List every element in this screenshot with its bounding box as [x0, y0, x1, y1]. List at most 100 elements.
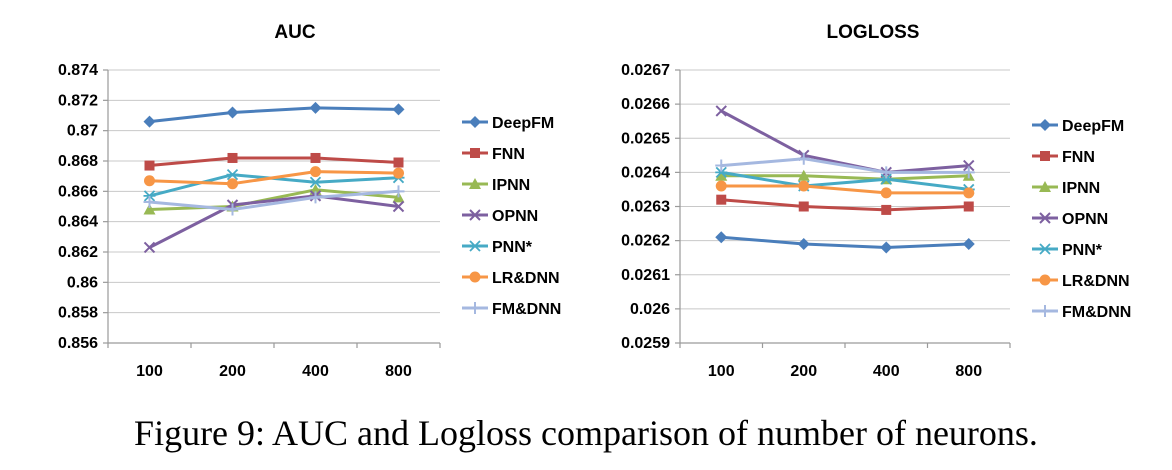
- x-tick-label: 400: [873, 363, 900, 380]
- legend-label: OPNN: [1062, 211, 1108, 228]
- data-point-fnn: [881, 204, 892, 215]
- data-point-fm-dnn: [962, 166, 975, 179]
- y-tick-label: 0.0265: [621, 130, 670, 147]
- x-tick-label: 400: [302, 363, 329, 380]
- data-point-fnn: [144, 160, 155, 171]
- legend-label: FNN: [1062, 149, 1095, 166]
- legend-item-lr-dnn: LR&DNN: [462, 270, 560, 287]
- legend-item-fm-dnn: FM&DNN: [462, 301, 561, 318]
- y-tick-label: 0.87: [67, 123, 98, 140]
- legend-marker: [1039, 181, 1051, 192]
- legend-label: OPNN: [492, 208, 538, 225]
- data-point-fnn: [310, 152, 321, 163]
- legend-marker: [1039, 212, 1051, 224]
- series-line-fnn: [721, 198, 969, 212]
- legend-marker: [469, 116, 481, 128]
- data-point-deepfm: [962, 238, 975, 251]
- data-point-deepfm: [143, 115, 156, 128]
- data-point-pnn: [226, 169, 239, 181]
- data-point-fm-dnn: [309, 191, 322, 204]
- data-point-opnn: [715, 105, 727, 117]
- data-point-deepfm: [226, 106, 239, 119]
- legend-item-pnn: PNN*: [462, 239, 533, 256]
- data-point-pnn: [880, 173, 893, 185]
- series-deepfm: [143, 101, 405, 128]
- legend-item-opnn: OPNN: [462, 208, 538, 225]
- legend-marker: [1039, 305, 1051, 317]
- legend-item-ipnn: IPNN: [1032, 180, 1100, 197]
- y-tick-label: 0.856: [58, 335, 98, 352]
- auc-chart: AUC 0.874 0.872 0.87 0.868 0.866 0.864 0.862 0.8…: [58, 22, 561, 380]
- series-line-deepfm: [149, 106, 399, 124]
- series-deepfm: [715, 231, 975, 254]
- y-tick-label: 0.86: [67, 274, 98, 291]
- data-point-lr-dnn: [963, 187, 975, 199]
- legend-label: FNN: [492, 146, 525, 163]
- y-tick-label: 0.0266: [621, 96, 670, 113]
- x-tick-label: 800: [955, 363, 982, 380]
- y-tick-label: 0.864: [58, 214, 98, 231]
- legend-label: PNN*: [1062, 242, 1103, 259]
- series-line-fm-dnn: [721, 157, 969, 174]
- legend-marker: [469, 302, 481, 314]
- y-tick-label: 0.862: [58, 244, 98, 261]
- series-line-lr-dnn: [149, 170, 399, 186]
- x-tick-label: 100: [708, 363, 735, 380]
- data-point-deepfm: [392, 103, 405, 116]
- legend-item-lr-dnn: LR&DNN: [1032, 273, 1130, 290]
- legend-label: FM&DNN: [492, 301, 561, 318]
- data-point-lr-dnn: [310, 166, 321, 178]
- data-point-deepfm: [797, 238, 810, 251]
- series-line-pnn: [721, 170, 969, 191]
- data-point-opnn: [392, 200, 405, 213]
- series-line-ipnn: [721, 174, 969, 181]
- x-tick-label: 200: [219, 363, 246, 380]
- legend-item-deepfm: DeepFM: [462, 115, 554, 132]
- data-point-fnn: [798, 201, 809, 212]
- series-line-deepfm: [721, 235, 969, 249]
- legend-item-fm-dnn: FM&DNN: [1032, 304, 1131, 321]
- data-point-deepfm: [880, 241, 893, 254]
- data-point-fnn: [393, 157, 404, 168]
- y-tick-label: 0.0267: [621, 62, 670, 79]
- series-lr-dnn: [144, 166, 404, 190]
- series-line-opnn: [148, 194, 399, 249]
- legend-marker: [1040, 151, 1050, 161]
- data-point-pnn: [143, 190, 156, 202]
- data-point-deepfm: [715, 231, 728, 244]
- data-point-lr-dnn: [227, 178, 238, 190]
- legend-marker: [469, 178, 481, 189]
- data-point-fnn: [227, 152, 238, 163]
- legend-label: IPNN: [1062, 180, 1100, 197]
- y-tick-label: 0.858: [58, 305, 98, 322]
- data-point-lr-dnn: [144, 175, 155, 187]
- data-point-lr-dnn: [798, 180, 810, 192]
- data-point-lr-dnn: [880, 187, 892, 199]
- series-line-fm-dnn: [149, 189, 399, 211]
- legend-label: LR&DNN: [1062, 273, 1130, 290]
- y-tick-label: 0.868: [58, 153, 98, 170]
- legend-label: FM&DNN: [1062, 304, 1131, 321]
- data-point-ipnn: [797, 169, 810, 181]
- series-fm-dnn: [715, 152, 975, 179]
- data-point-lr-dnn: [715, 180, 727, 192]
- legend-marker: [1039, 119, 1051, 131]
- legend-item-opnn: OPNN: [1032, 211, 1108, 228]
- series-lr-dnn: [715, 180, 975, 199]
- series-fm-dnn: [143, 185, 405, 216]
- data-point-fm-dnn: [797, 152, 810, 165]
- figure-caption: Figure 9: AUC and Logloss comparison of …: [134, 413, 1038, 453]
- series-pnn: [143, 169, 405, 202]
- data-point-fm-dnn: [143, 195, 156, 208]
- data-point-lr-dnn: [393, 167, 404, 179]
- data-point-opnn: [963, 159, 975, 172]
- x-tick-label: 800: [385, 363, 412, 380]
- legend-label: LR&DNN: [492, 270, 560, 287]
- logloss-chart: LOGLOSS 0.0267 0.0266 0.0265 0.0264 0.0263 0.0…: [621, 22, 1131, 380]
- data-point-deepfm: [309, 101, 322, 114]
- series-line-lr-dnn: [721, 184, 969, 195]
- data-point-pnn: [309, 176, 322, 188]
- series-line-fnn: [149, 156, 399, 167]
- legend-marker: [1039, 274, 1051, 286]
- data-point-fm-dnn: [226, 203, 239, 216]
